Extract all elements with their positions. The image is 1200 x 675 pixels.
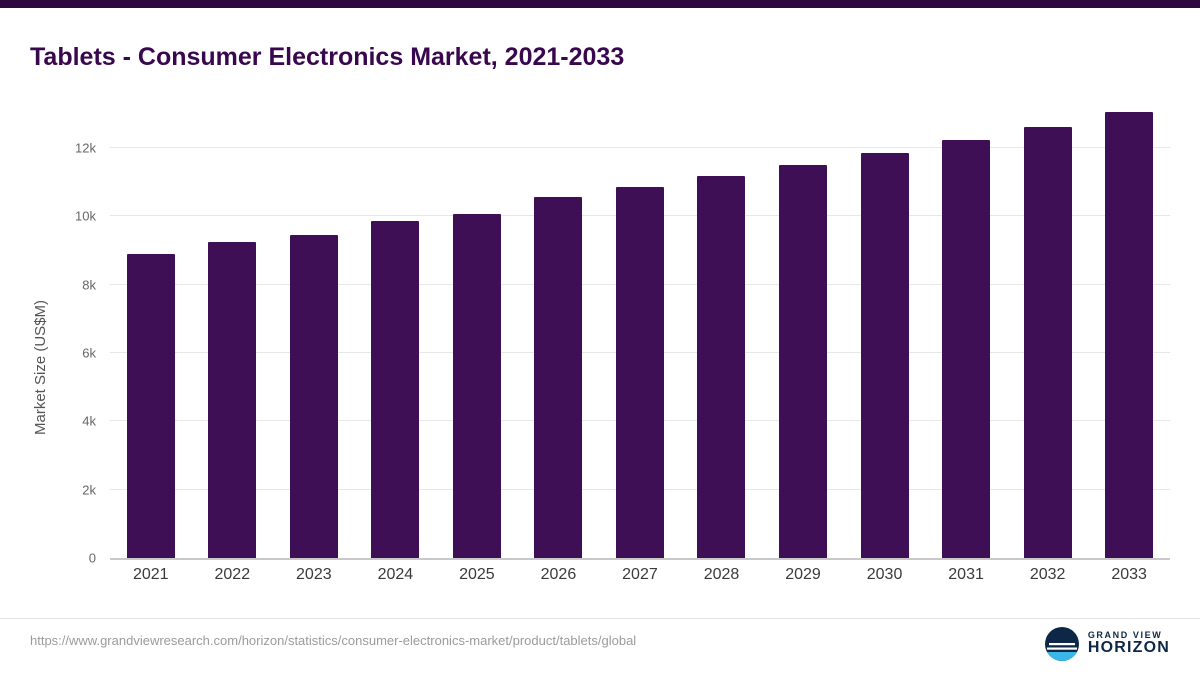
chart-title: Tablets - Consumer Electronics Market, 2… — [30, 42, 625, 71]
plot-area: 0 2k 4k 6k 8k 10k 12k — [75, 100, 1170, 566]
y-tick-label: 0 — [88, 550, 96, 566]
brand-line2: HORIZON — [1087, 639, 1170, 657]
y-tick-label: 8k — [82, 277, 96, 293]
bar-2026[interactable] — [534, 197, 583, 558]
source-url: https://www.grandviewresearch.com/horizo… — [30, 633, 637, 648]
x-tick-label-2028: 2028 — [703, 566, 740, 583]
x-tick-label-2025: 2025 — [459, 566, 495, 583]
x-tick-label-2021: 2021 — [132, 566, 169, 583]
bar-2029[interactable] — [779, 164, 828, 558]
bar-2023[interactable] — [289, 235, 338, 558]
y-tick-label: 12k — [75, 140, 96, 156]
x-axis-ticks: 2021 2022 2023 2024 2025 2026 2027 2028 2029 2030… — [110, 566, 1170, 584]
y-tick-label: 10k — [75, 208, 96, 224]
x-tick-label-2032: 2032 — [1029, 566, 1066, 583]
x-tick-label-2029: 2029 — [785, 566, 821, 583]
bar-2033[interactable] — [1105, 112, 1154, 558]
x-tick-label-2030: 2030 — [866, 566, 903, 583]
brand-logo: GRAND VIEW HORIZON — [1044, 627, 1170, 661]
footer: https://www.grandviewresearch.com/horizo… — [0, 618, 1200, 675]
y-axis-title: Market Size (US$M) — [32, 299, 49, 435]
bar-2027[interactable] — [615, 187, 664, 558]
gridline — [110, 146, 1170, 148]
top-accent-strip — [0, 0, 1200, 8]
bar-2022[interactable] — [208, 241, 257, 558]
horizon-logo-icon — [1044, 627, 1079, 661]
bar-2031[interactable] — [942, 140, 991, 558]
brand-line1: GRAND VIEW — [1087, 629, 1163, 640]
bar-2025[interactable] — [452, 213, 501, 558]
bar-2024[interactable] — [371, 221, 420, 558]
y-tick-label: 2k — [82, 482, 96, 498]
x-tick-label-2031: 2031 — [948, 566, 984, 583]
bar-2032[interactable] — [1023, 127, 1072, 558]
bar-2030[interactable] — [860, 153, 909, 558]
brand-text: GRAND VIEW HORIZON — [1087, 629, 1170, 657]
bar-2028[interactable] — [697, 175, 746, 558]
x-tick-label-2026: 2026 — [540, 566, 577, 583]
bar-series — [110, 100, 1170, 558]
y-tick-label: 6k — [82, 345, 96, 361]
x-tick-label-2033: 2033 — [1111, 566, 1147, 583]
x-tick-label-2023: 2023 — [296, 566, 332, 583]
x-tick-label-2027: 2027 — [622, 566, 658, 583]
bar-2021[interactable] — [126, 253, 175, 558]
x-tick-label-2022: 2022 — [214, 566, 251, 583]
y-tick-label: 4k — [82, 413, 96, 429]
x-tick-label-2024: 2024 — [377, 566, 414, 583]
